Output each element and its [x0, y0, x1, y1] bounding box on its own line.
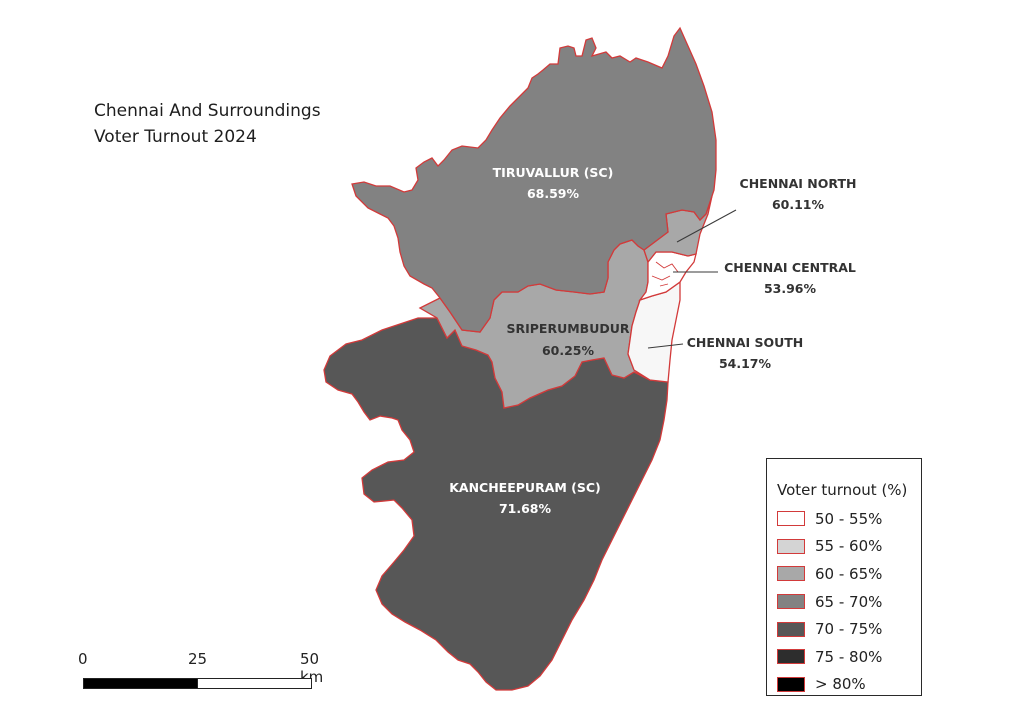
legend-item: 65 - 70%: [777, 588, 921, 616]
legend-swatch: [777, 594, 805, 610]
legend-label: 65 - 70%: [815, 592, 883, 611]
label-tiruvallur-name: TIRUVALLUR (SC): [493, 165, 614, 180]
chennai-central-internal-borders: [651, 261, 679, 287]
region-tiruvallur[interactable]: [351, 26, 717, 333]
legend-title: Voter turnout (%): [777, 481, 908, 499]
legend-item: > 80%: [777, 671, 921, 699]
legend-item: 75 - 80%: [777, 643, 921, 671]
legend-label: > 80%: [815, 675, 866, 694]
label-chennai-north-name: CHENNAI NORTH: [740, 176, 857, 191]
legend-swatch: [777, 511, 805, 527]
scale-segment-white: [197, 678, 312, 689]
scale-tick-25: 25: [188, 650, 208, 668]
label-chennai-central-name: CHENNAI CENTRAL: [724, 260, 856, 275]
label-chennai-north-value: 60.11%: [772, 197, 825, 212]
legend-label: 70 - 75%: [815, 620, 883, 639]
legend-item: 60 - 65%: [777, 560, 921, 588]
scale-bar: 0 25 50 km: [78, 650, 323, 695]
leader-line-chennai-north: [676, 209, 737, 243]
legend-swatch: [777, 566, 805, 582]
label-sriperumbudur-name: SRIPERUMBUDUR: [506, 321, 629, 336]
map-title-line-1: Chennai And Surroundings: [94, 101, 321, 121]
map-title-line-2: Voter Turnout 2024: [94, 127, 257, 147]
legend-item: 50 - 55%: [777, 505, 921, 533]
label-chennai-south-name: CHENNAI SOUTH: [687, 335, 804, 350]
legend-swatch: [777, 649, 805, 665]
legend-swatch: [777, 676, 805, 692]
legend-item: 55 - 60%: [777, 533, 921, 561]
label-kancheepuram-value: 71.68%: [499, 501, 552, 516]
scale-segment-black: [83, 678, 198, 689]
legend-label: 55 - 60%: [815, 537, 883, 556]
label-kancheepuram-name: KANCHEEPURAM (SC): [449, 480, 601, 495]
legend-item: 70 - 75%: [777, 615, 921, 643]
leader-line-chennai-south: [647, 343, 684, 349]
label-tiruvallur-value: 68.59%: [527, 186, 580, 201]
label-sriperumbudur-value: 60.25%: [542, 343, 595, 358]
legend-label: 50 - 55%: [815, 509, 883, 528]
legend-label: 75 - 80%: [815, 647, 883, 666]
legend-swatch: [777, 538, 805, 554]
map-title: Chennai And Surroundings Voter Turnout 2…: [94, 98, 321, 150]
legend-label: 60 - 65%: [815, 564, 883, 583]
label-chennai-south-value: 54.17%: [719, 356, 772, 371]
label-chennai-central-value: 53.96%: [764, 281, 817, 296]
legend-swatch: [777, 621, 805, 637]
scale-tick-0: 0: [78, 650, 88, 668]
legend: Voter turnout (%) 50 - 55% 55 - 60% 60 -…: [766, 458, 922, 696]
